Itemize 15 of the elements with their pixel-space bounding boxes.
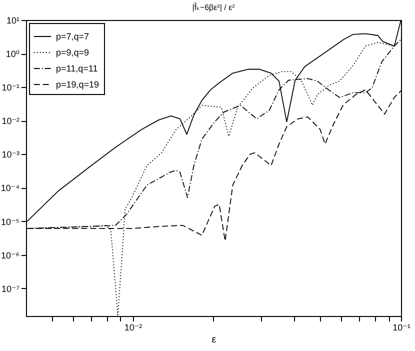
y-tick-label: 10⁻⁵: [1, 216, 20, 227]
legend-label: p=9,q=9: [56, 48, 90, 58]
y-tick-label: 10⁻²: [2, 116, 20, 126]
legend-label: p=7,q=7: [56, 32, 90, 42]
legend-label: p=11,q=11: [56, 64, 98, 74]
legend-label: p=19,q=19: [56, 80, 100, 90]
chart-title: |f̂ₖ−6βε²| / ε²: [192, 2, 236, 12]
y-tick-label: 10⁻⁴: [0, 183, 20, 194]
y-tick-label: 10⁰: [6, 49, 20, 60]
x-axis-title: ε: [212, 334, 217, 346]
y-tick-label: 10¹: [6, 16, 20, 26]
y-tick-label: 10⁻⁶: [1, 250, 20, 260]
y-tick-label: 10⁻⁷: [1, 284, 20, 294]
y-tick-label: 10⁻¹: [2, 82, 20, 93]
y-tick-label: 10⁻³: [2, 150, 20, 160]
